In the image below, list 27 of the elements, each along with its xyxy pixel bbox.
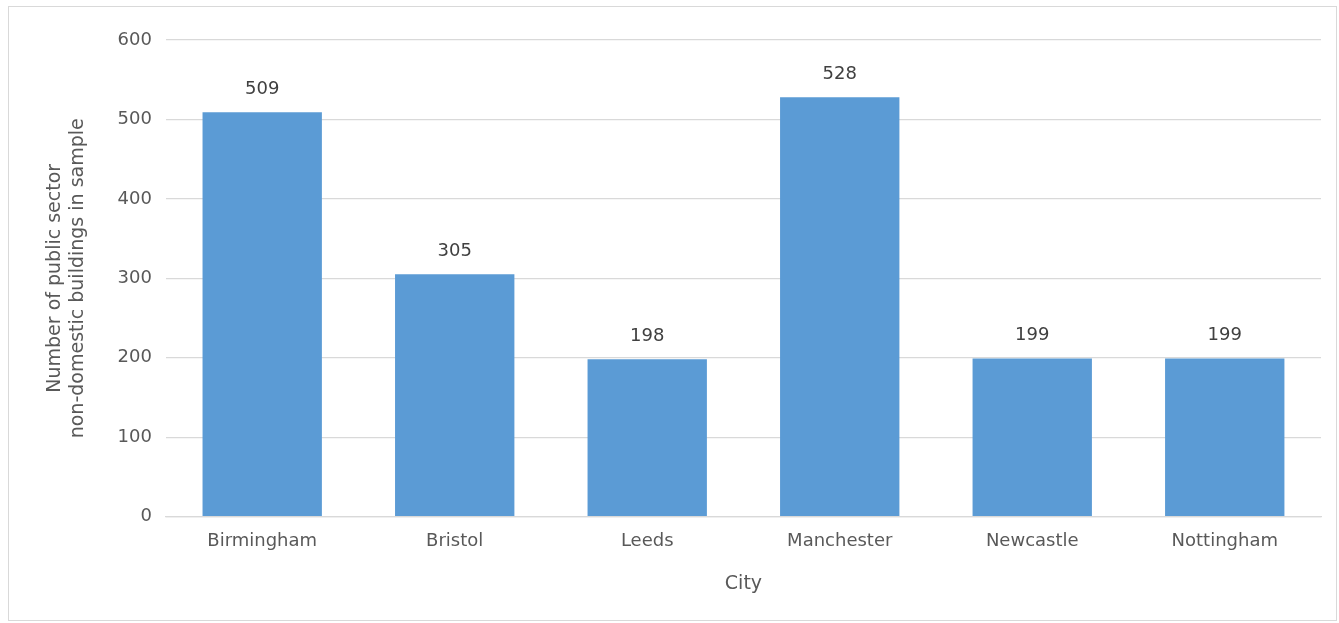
x-tick-label: Birmingham — [207, 529, 318, 551]
y-tick-label: 100 — [117, 424, 152, 446]
data-label: 305 — [437, 239, 472, 260]
bar — [587, 359, 707, 516]
y-tick-label: 400 — [117, 186, 152, 208]
bar — [972, 358, 1092, 516]
y-tick-label: 200 — [117, 345, 152, 367]
bar — [780, 97, 900, 516]
x-tick-label: Leeds — [620, 529, 674, 551]
y-axis-title: Number of public sector non-domestic buildings in sample — [42, 118, 88, 439]
data-label: 509 — [245, 76, 280, 98]
data-label: 199 — [1015, 323, 1050, 345]
bar — [1165, 358, 1285, 516]
x-tick-label: Newcastle — [985, 529, 1079, 551]
x-tick-label: Bristol — [426, 529, 484, 551]
data-label: 199 — [1207, 323, 1242, 345]
y-tick-label: 0 — [140, 504, 152, 526]
x-axis-title: City — [724, 570, 763, 593]
data-label: 198 — [630, 323, 665, 345]
bar — [395, 274, 515, 516]
y-tick-label: 500 — [117, 107, 152, 129]
bar — [202, 112, 322, 516]
x-tick-label: Manchester — [787, 529, 893, 551]
x-tick-label: Nottingham — [1171, 529, 1278, 551]
y-tick-label: 600 — [117, 27, 152, 49]
data-label: 528 — [822, 61, 857, 83]
y-tick-label: 300 — [117, 265, 152, 287]
